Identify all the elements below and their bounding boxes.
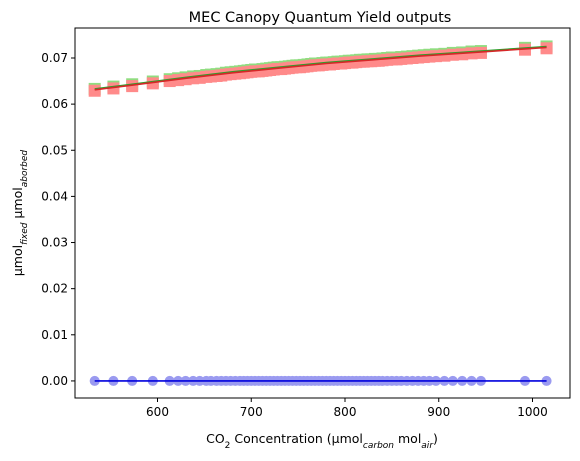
red-squares-point [456, 48, 469, 61]
x-tick-label: 900 [427, 405, 450, 419]
red-squares-point [474, 46, 487, 59]
x-axis-label-part: CO [206, 431, 225, 446]
red-squares-point [446, 48, 459, 61]
red-squares-point [146, 77, 159, 90]
x-axis-label-part: air [421, 441, 434, 451]
red-squares-series [88, 42, 553, 97]
y-tick-label: 0.07 [41, 51, 68, 65]
plot-area [88, 40, 553, 386]
red-fit-line [94, 46, 547, 91]
y-tick-label: 0.05 [41, 143, 68, 157]
blue-circles-point [89, 375, 100, 386]
red-squares-point [540, 42, 553, 55]
plot-frame [74, 27, 571, 399]
x-tick-label: 800 [334, 405, 357, 419]
y-axis: 0.00 0.01 0.02 0.03 0.04 0.05 0.06 0.07 [41, 51, 75, 388]
chart-title: MEC Canopy Quantum Yield outputs [189, 10, 452, 26]
green-fit-line [94, 45, 547, 90]
x-axis-label-part: 2 [225, 441, 231, 451]
y-tick-label: 0.01 [41, 328, 68, 342]
y-axis-label-part: fixed [20, 222, 30, 245]
y-tick-label: 0.06 [41, 97, 68, 111]
x-axis-label-part: Concentration (µmol [230, 431, 363, 446]
x-tick-label: 600 [146, 405, 169, 419]
x-tick-label: 1000 [517, 405, 548, 419]
x-tick-label: 700 [240, 405, 263, 419]
x-axis-label: CO2 Concentration (µmolcarbon molair) [206, 431, 438, 451]
y-tick-label: 0.04 [41, 189, 68, 203]
y-axis-label: µmolfixed µmolaborbed [10, 150, 30, 277]
y-tick-label: 0.02 [41, 282, 68, 296]
x-axis-label-part: carbon [363, 441, 394, 451]
y-axis-label-part: µmol [10, 245, 25, 276]
y-tick-label: 0.03 [41, 236, 68, 250]
x-axis: 600 700 800 900 1000 [146, 398, 548, 419]
y-tick-label: 0.00 [41, 374, 68, 388]
y-axis-label-part: aborbed [20, 150, 30, 188]
x-axis-label-part: mol [394, 431, 421, 446]
x-axis-label-part: ) [433, 431, 438, 446]
y-axis-label-part: µmol [10, 187, 25, 222]
red-squares-point [88, 84, 101, 97]
